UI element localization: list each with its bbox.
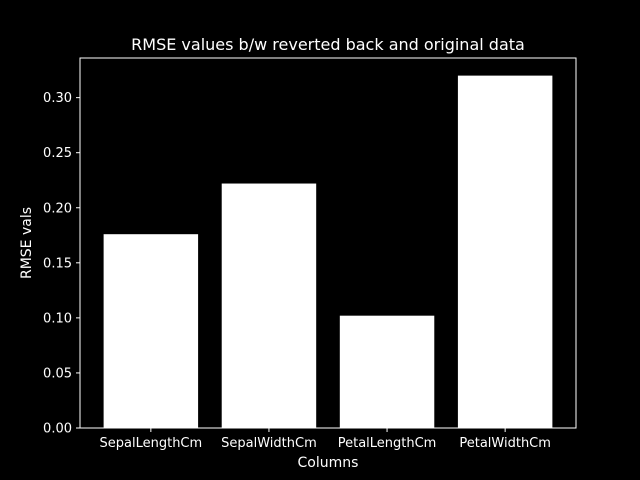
bar-PetalLengthCm <box>339 315 435 428</box>
bar-SepalLengthCm <box>103 234 199 428</box>
y-tick-label: 0.05 <box>43 366 72 381</box>
x-tick-label: SepalLengthCm <box>100 436 203 451</box>
y-tick-label: 0.00 <box>43 422 72 437</box>
x-axis-label: Columns <box>298 455 359 471</box>
bar-PetalWidthCm <box>457 75 553 428</box>
x-tick-label: SepalWidthCm <box>221 436 317 451</box>
x-tick-label: PetalLengthCm <box>338 436 437 451</box>
bars-group <box>103 75 553 428</box>
y-tick-label: 0.20 <box>43 201 72 216</box>
y-tick-label: 0.25 <box>43 146 72 161</box>
y-tick-label: 0.15 <box>43 256 72 271</box>
bar-SepalWidthCm <box>221 183 317 428</box>
y-tick-label: 0.10 <box>43 311 72 326</box>
chart-title: RMSE values b/w reverted back and origin… <box>131 35 525 54</box>
plot-frame <box>79 57 577 429</box>
y-axis-ticks: 0.00 0.05 0.10 0.15 0.20 0.25 0.30 <box>43 91 80 437</box>
x-axis-ticks: SepalLengthCm SepalWidthCm PetalLengthCm Pe… <box>100 428 551 451</box>
y-axis-label: RMSE vals <box>19 207 35 279</box>
y-tick-label: 0.30 <box>43 91 72 106</box>
x-tick-label: PetalWidthCm <box>459 436 551 451</box>
